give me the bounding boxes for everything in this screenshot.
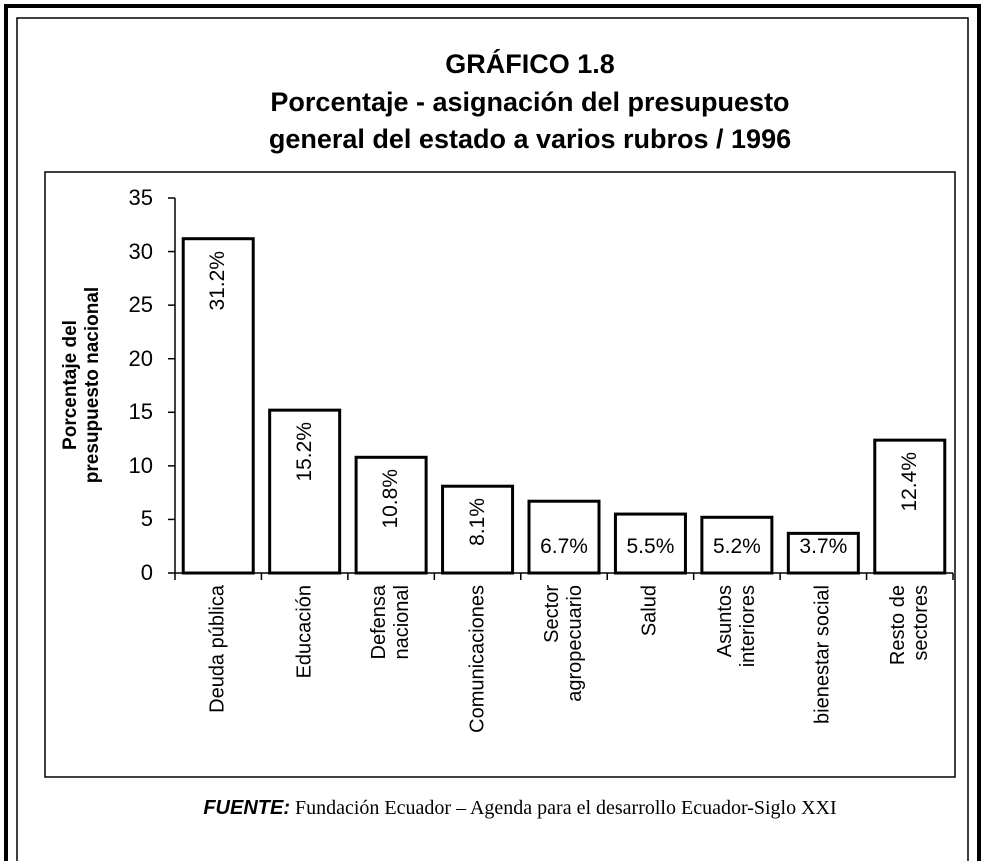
data-label: 5.5% [610,535,690,559]
chart-subtitle: Porcentaje - asignación del presupuesto … [0,84,986,158]
x-tick-label: Salud [639,585,662,845]
x-tick-label: Asuntos interiores [714,585,760,845]
y-axis-title: Porcentaje del presupuesto nacional [60,235,104,535]
y-tick-label: 10 [93,453,153,479]
data-label: 8.1% [466,498,490,758]
x-tick-label: Deuda pública [207,585,230,845]
y-tick-label: 35 [93,185,153,211]
y-tick-label: 15 [93,399,153,425]
data-label: 5.2% [697,535,777,559]
data-label: 31.2% [206,251,230,511]
chart-title: GRÁFICO 1.8 [0,46,986,83]
data-label: 10.8% [379,469,403,729]
page: GRÁFICO 1.8 Porcentaje - asignación del … [0,0,986,861]
y-tick-label: 5 [93,506,153,532]
data-label: 15.2% [293,422,317,682]
y-tick-label: 20 [93,346,153,372]
x-tick-label: Sector agropecuario [541,585,587,845]
y-tick-label: 25 [93,292,153,318]
x-tick-label: bienestar social [812,585,835,845]
y-tick-label: 0 [93,560,153,586]
data-label: 3.7% [783,535,863,559]
data-label: 6.7% [524,535,604,559]
y-tick-label: 30 [93,239,153,265]
source: FUENTE: Fundación Ecuador – Agenda para … [0,797,986,820]
data-label: 12.4% [898,452,922,712]
